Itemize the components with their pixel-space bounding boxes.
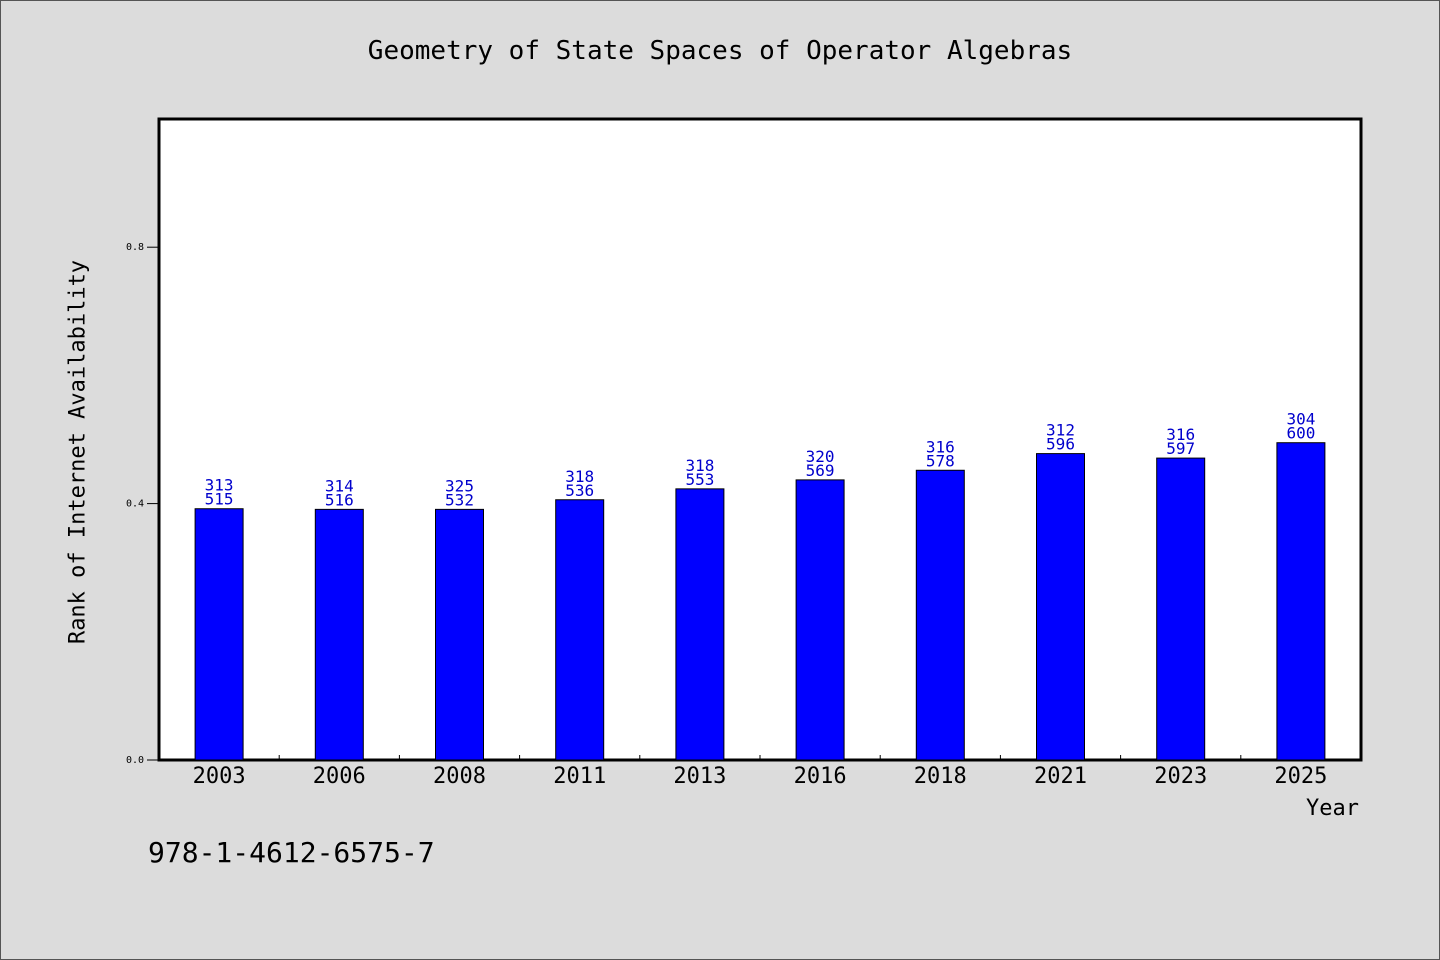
x-tick-label-2013: 2013 xyxy=(673,764,726,789)
y-tick-label-0.4: 0.4 xyxy=(126,499,144,510)
bar-2021 xyxy=(1036,453,1085,761)
y-axis-title: Rank of Internet Availability xyxy=(65,259,91,645)
bar-2025 xyxy=(1276,442,1326,761)
bar-label-2006-2: 516 xyxy=(325,490,354,509)
x-tick-label-2021: 2021 xyxy=(1034,764,1087,789)
x-tick-label-2006: 2006 xyxy=(313,764,366,789)
bar-2013 xyxy=(675,488,725,761)
y-tick-label-0.8: 0.8 xyxy=(126,242,144,253)
bar-2018 xyxy=(915,469,965,761)
bar-2008 xyxy=(435,508,484,761)
bar-label-2003-1: 313 xyxy=(205,476,234,495)
bar-label-2013-1: 318 xyxy=(685,456,714,475)
bar-2003 xyxy=(194,508,244,761)
x-tick-label-2018: 2018 xyxy=(914,764,967,789)
bar-label-2008-2: 532 xyxy=(445,490,474,509)
x-tick-label-2008: 2008 xyxy=(433,764,486,789)
x-axis-title: Year xyxy=(1306,796,1359,821)
bar-label-2003-2: 515 xyxy=(205,490,234,509)
bar-label-2013-2: 553 xyxy=(685,470,714,489)
bar-2006 xyxy=(314,508,364,761)
bar-label-2021-2: 596 xyxy=(1046,435,1075,454)
bar-label-2016-2: 569 xyxy=(806,461,835,480)
bar-label-2023-2: 597 xyxy=(1166,439,1195,458)
bar-label-2011-2: 536 xyxy=(565,481,594,500)
bar-label-2018-1: 316 xyxy=(926,437,955,456)
x-tick-label-2011: 2011 xyxy=(553,764,606,789)
bar-label-2021-1: 312 xyxy=(1046,421,1075,440)
bar-label-2016-1: 320 xyxy=(806,447,835,466)
chart-title: Geometry of State Spaces of Operator Alg… xyxy=(367,36,1073,66)
x-tick-label-2025: 2025 xyxy=(1274,764,1327,789)
bar-2023 xyxy=(1156,457,1206,761)
x-tick-label-2023: 2023 xyxy=(1154,764,1207,789)
y-tick-label-0.0: 0.0 xyxy=(126,755,144,766)
bar-2011 xyxy=(555,499,605,761)
x-tick-label-2003: 2003 xyxy=(193,764,246,789)
isbn-label: 978-1-4612-6575-7 xyxy=(148,836,435,869)
bar-label-2023-1: 316 xyxy=(1166,425,1195,444)
bar-2016 xyxy=(795,479,845,761)
bar-label-2011-1: 318 xyxy=(565,467,594,486)
bar-label-2018-2: 578 xyxy=(926,451,955,470)
bar-label-2008-1: 325 xyxy=(445,476,474,495)
bar-label-2025-1: 304 xyxy=(1286,410,1315,429)
bar-label-2025-2: 600 xyxy=(1286,424,1315,443)
bar-label-2006-1: 314 xyxy=(325,476,354,495)
x-tick-label-2016: 2016 xyxy=(794,764,847,789)
